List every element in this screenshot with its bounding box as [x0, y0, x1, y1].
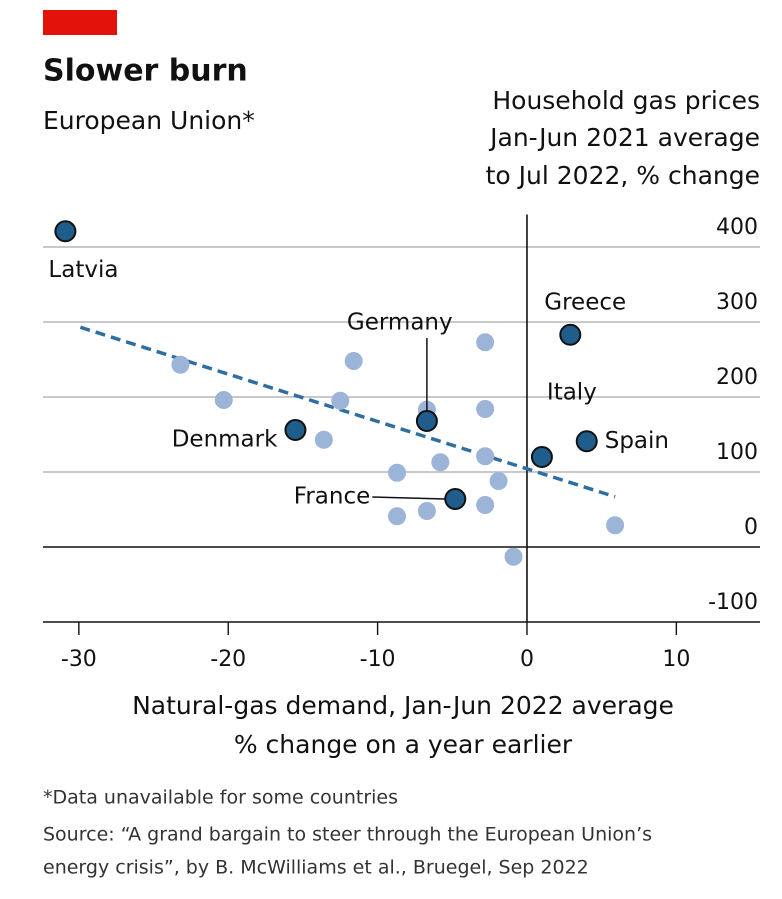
footnote: *Data unavailable for some countries	[43, 787, 398, 809]
brand-bar	[43, 10, 117, 35]
point-label: Latvia	[48, 257, 118, 283]
trend-line	[79, 325, 616, 499]
point	[344, 352, 363, 370]
point-label: Greece	[544, 289, 626, 315]
y-tick-label: -100	[708, 590, 758, 615]
point	[214, 391, 233, 409]
highlight-point	[575, 430, 598, 453]
highlight-point	[559, 323, 582, 346]
x-tick-label: 10	[662, 647, 690, 672]
y-axis-title: to Jul 2022, % change	[486, 161, 760, 190]
point-label: France	[294, 484, 370, 510]
point	[606, 516, 625, 535]
highlight-point	[284, 419, 307, 441]
y-tick-label: 400	[716, 215, 758, 240]
x-tick-label: -10	[360, 647, 396, 672]
y-axis-title: Jan-Jun 2021 average	[488, 123, 760, 152]
chart-title: Slower burn	[43, 54, 248, 89]
point	[476, 496, 495, 514]
highlight-point	[444, 488, 467, 510]
point	[431, 453, 450, 472]
source: Source: “A grand bargain to steer throug…	[43, 824, 652, 846]
point-label: Germany	[347, 310, 453, 336]
x-tick-label: 0	[520, 647, 534, 672]
point	[504, 547, 523, 566]
highlight-point	[415, 410, 438, 432]
point	[314, 430, 333, 449]
point	[476, 400, 495, 418]
point	[489, 472, 508, 490]
x-tick-label: -30	[61, 647, 97, 672]
leader-line	[372, 496, 446, 500]
source: energy crisis”, by B. McWilliams et al.,…	[43, 857, 589, 879]
point-label: Italy	[547, 380, 597, 406]
x-axis-title: Natural-gas demand, Jan-Jun 2022 average	[132, 691, 674, 720]
y-tick-label: 0	[744, 515, 758, 540]
chart-subtitle: European Union*	[43, 106, 255, 135]
highlight-point	[530, 446, 553, 468]
y-tick-label: 300	[716, 290, 758, 315]
point	[476, 333, 495, 352]
y-tick-label: 200	[716, 365, 758, 390]
point	[388, 507, 407, 526]
point	[388, 463, 407, 482]
point	[331, 391, 350, 410]
point	[476, 447, 495, 466]
point	[171, 355, 190, 374]
x-tick-label: -20	[210, 647, 246, 672]
y-axis-title: Household gas prices	[492, 86, 760, 115]
y-tick-label: 100	[716, 440, 758, 465]
point-label: Denmark	[172, 427, 278, 453]
highlight-point	[54, 220, 77, 243]
point	[417, 502, 436, 520]
point-label: Spain	[605, 428, 669, 454]
x-axis-title: % change on a year earlier	[234, 730, 573, 759]
